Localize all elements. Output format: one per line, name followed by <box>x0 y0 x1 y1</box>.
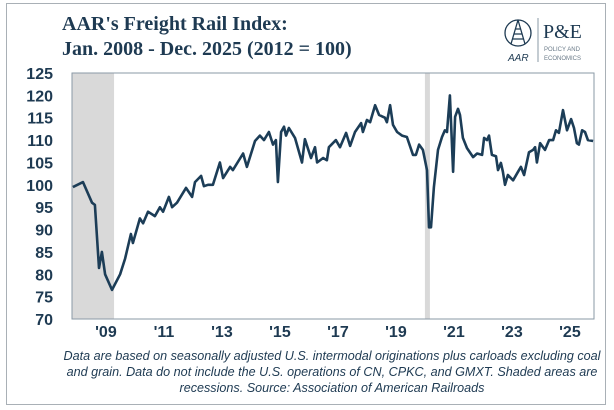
aar-pe-logo: AAR P&E POLICY AND ECONOMICS <box>504 18 582 64</box>
y-tick-label: 90 <box>35 223 53 240</box>
y-tick-label: 75 <box>35 290 53 307</box>
x-tick-label: '11 <box>154 324 175 341</box>
x-tick-label: '17 <box>327 324 349 341</box>
aar-logo-text: AAR <box>507 53 529 64</box>
x-tick-label: '15 <box>269 324 291 341</box>
y-tick-label: 115 <box>27 111 53 128</box>
y-tick-label: 100 <box>26 178 53 195</box>
plot-border <box>71 72 595 320</box>
y-tick-label: 125 <box>26 66 53 83</box>
title-line-2: Jan. 2008 - Dec. 2025 (2012 = 100) <box>62 38 352 60</box>
x-tick-label: '09 <box>95 324 117 341</box>
x-tick-label: '13 <box>211 324 233 341</box>
series-line <box>72 94 594 292</box>
y-tick-label: 120 <box>26 88 53 105</box>
y-tick-label: 95 <box>35 200 53 217</box>
y-tick-label: 70 <box>35 312 53 329</box>
footnote: Data are based on seasonally adjusted U.… <box>63 349 601 395</box>
x-tick-label: '25 <box>559 324 581 341</box>
y-tick-label: 85 <box>35 245 53 262</box>
x-tick-label: '19 <box>385 324 407 341</box>
pe-sub-2: ECONOMICS <box>544 56 581 62</box>
y-tick-label: 105 <box>26 155 53 172</box>
line-chart: 70 75 80 85 90 95 100 105 110 115 120 125 '09 '11 '13 '… <box>26 66 595 341</box>
y-tick-label: 80 <box>35 267 53 284</box>
pe-sub-1: POLICY AND <box>544 47 581 53</box>
x-tick-label: '23 <box>501 324 523 341</box>
x-tick-label: '21 <box>443 324 465 341</box>
title-line-1: AAR's Freight Rail Index: <box>62 13 288 35</box>
y-tick-label: 110 <box>27 133 53 150</box>
chart-title: AAR's Freight Rail Index: Jan. 2008 - De… <box>62 12 352 62</box>
aar-rail-icon <box>504 19 532 47</box>
pe-logo-text: P&E <box>543 21 582 43</box>
